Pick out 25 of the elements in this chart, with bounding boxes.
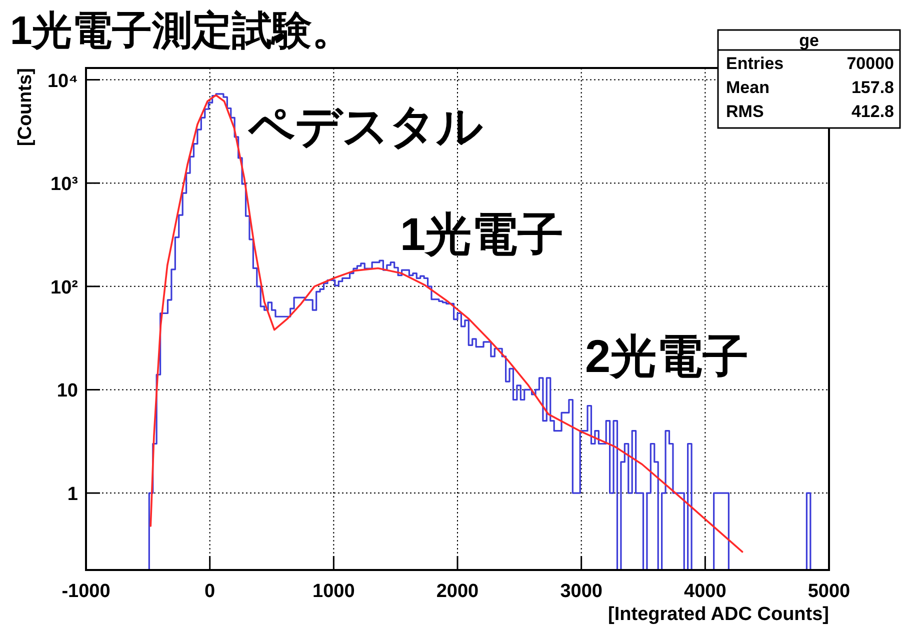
y-tick-label: 10⁴ [47,70,78,92]
text: 70000 [846,54,894,73]
x-tick-label: 1000 [312,581,355,602]
y-axis-title: [Counts] [15,68,36,146]
annotation: 1光電子 [400,208,564,260]
annotation: 2光電子 [585,330,749,382]
x-tick-label: 0 [204,581,216,602]
annotation: RMS [726,102,764,121]
annotation: ペデスタル [247,100,483,152]
x-tick-label: 4000 [684,581,726,602]
x-tick-label: 3000 [560,581,602,602]
text: ge [799,31,819,50]
text: 412.8 [851,102,894,121]
annotation: Entries [726,54,784,73]
x-axis-title: [Integrated ADC Counts] [608,604,829,625]
text: 157.8 [851,78,894,97]
annotation: Mean [726,78,770,97]
y-tick-label: 1 [67,484,78,506]
x-tick-label: 2000 [436,581,479,602]
y-tick-label: 10³ [50,174,78,196]
y-tick-label: 10 [56,380,78,402]
x-tick-label: -1000 [62,581,110,602]
x-tick-label: 5000 [808,581,850,602]
chart-title: 1光電子測定試験。 [10,9,352,53]
y-tick-label: 10² [50,277,78,298]
